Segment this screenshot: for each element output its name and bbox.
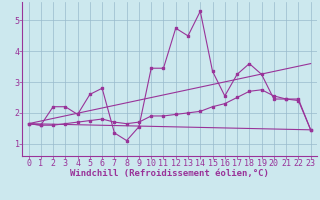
X-axis label: Windchill (Refroidissement éolien,°C): Windchill (Refroidissement éolien,°C) <box>70 169 269 178</box>
